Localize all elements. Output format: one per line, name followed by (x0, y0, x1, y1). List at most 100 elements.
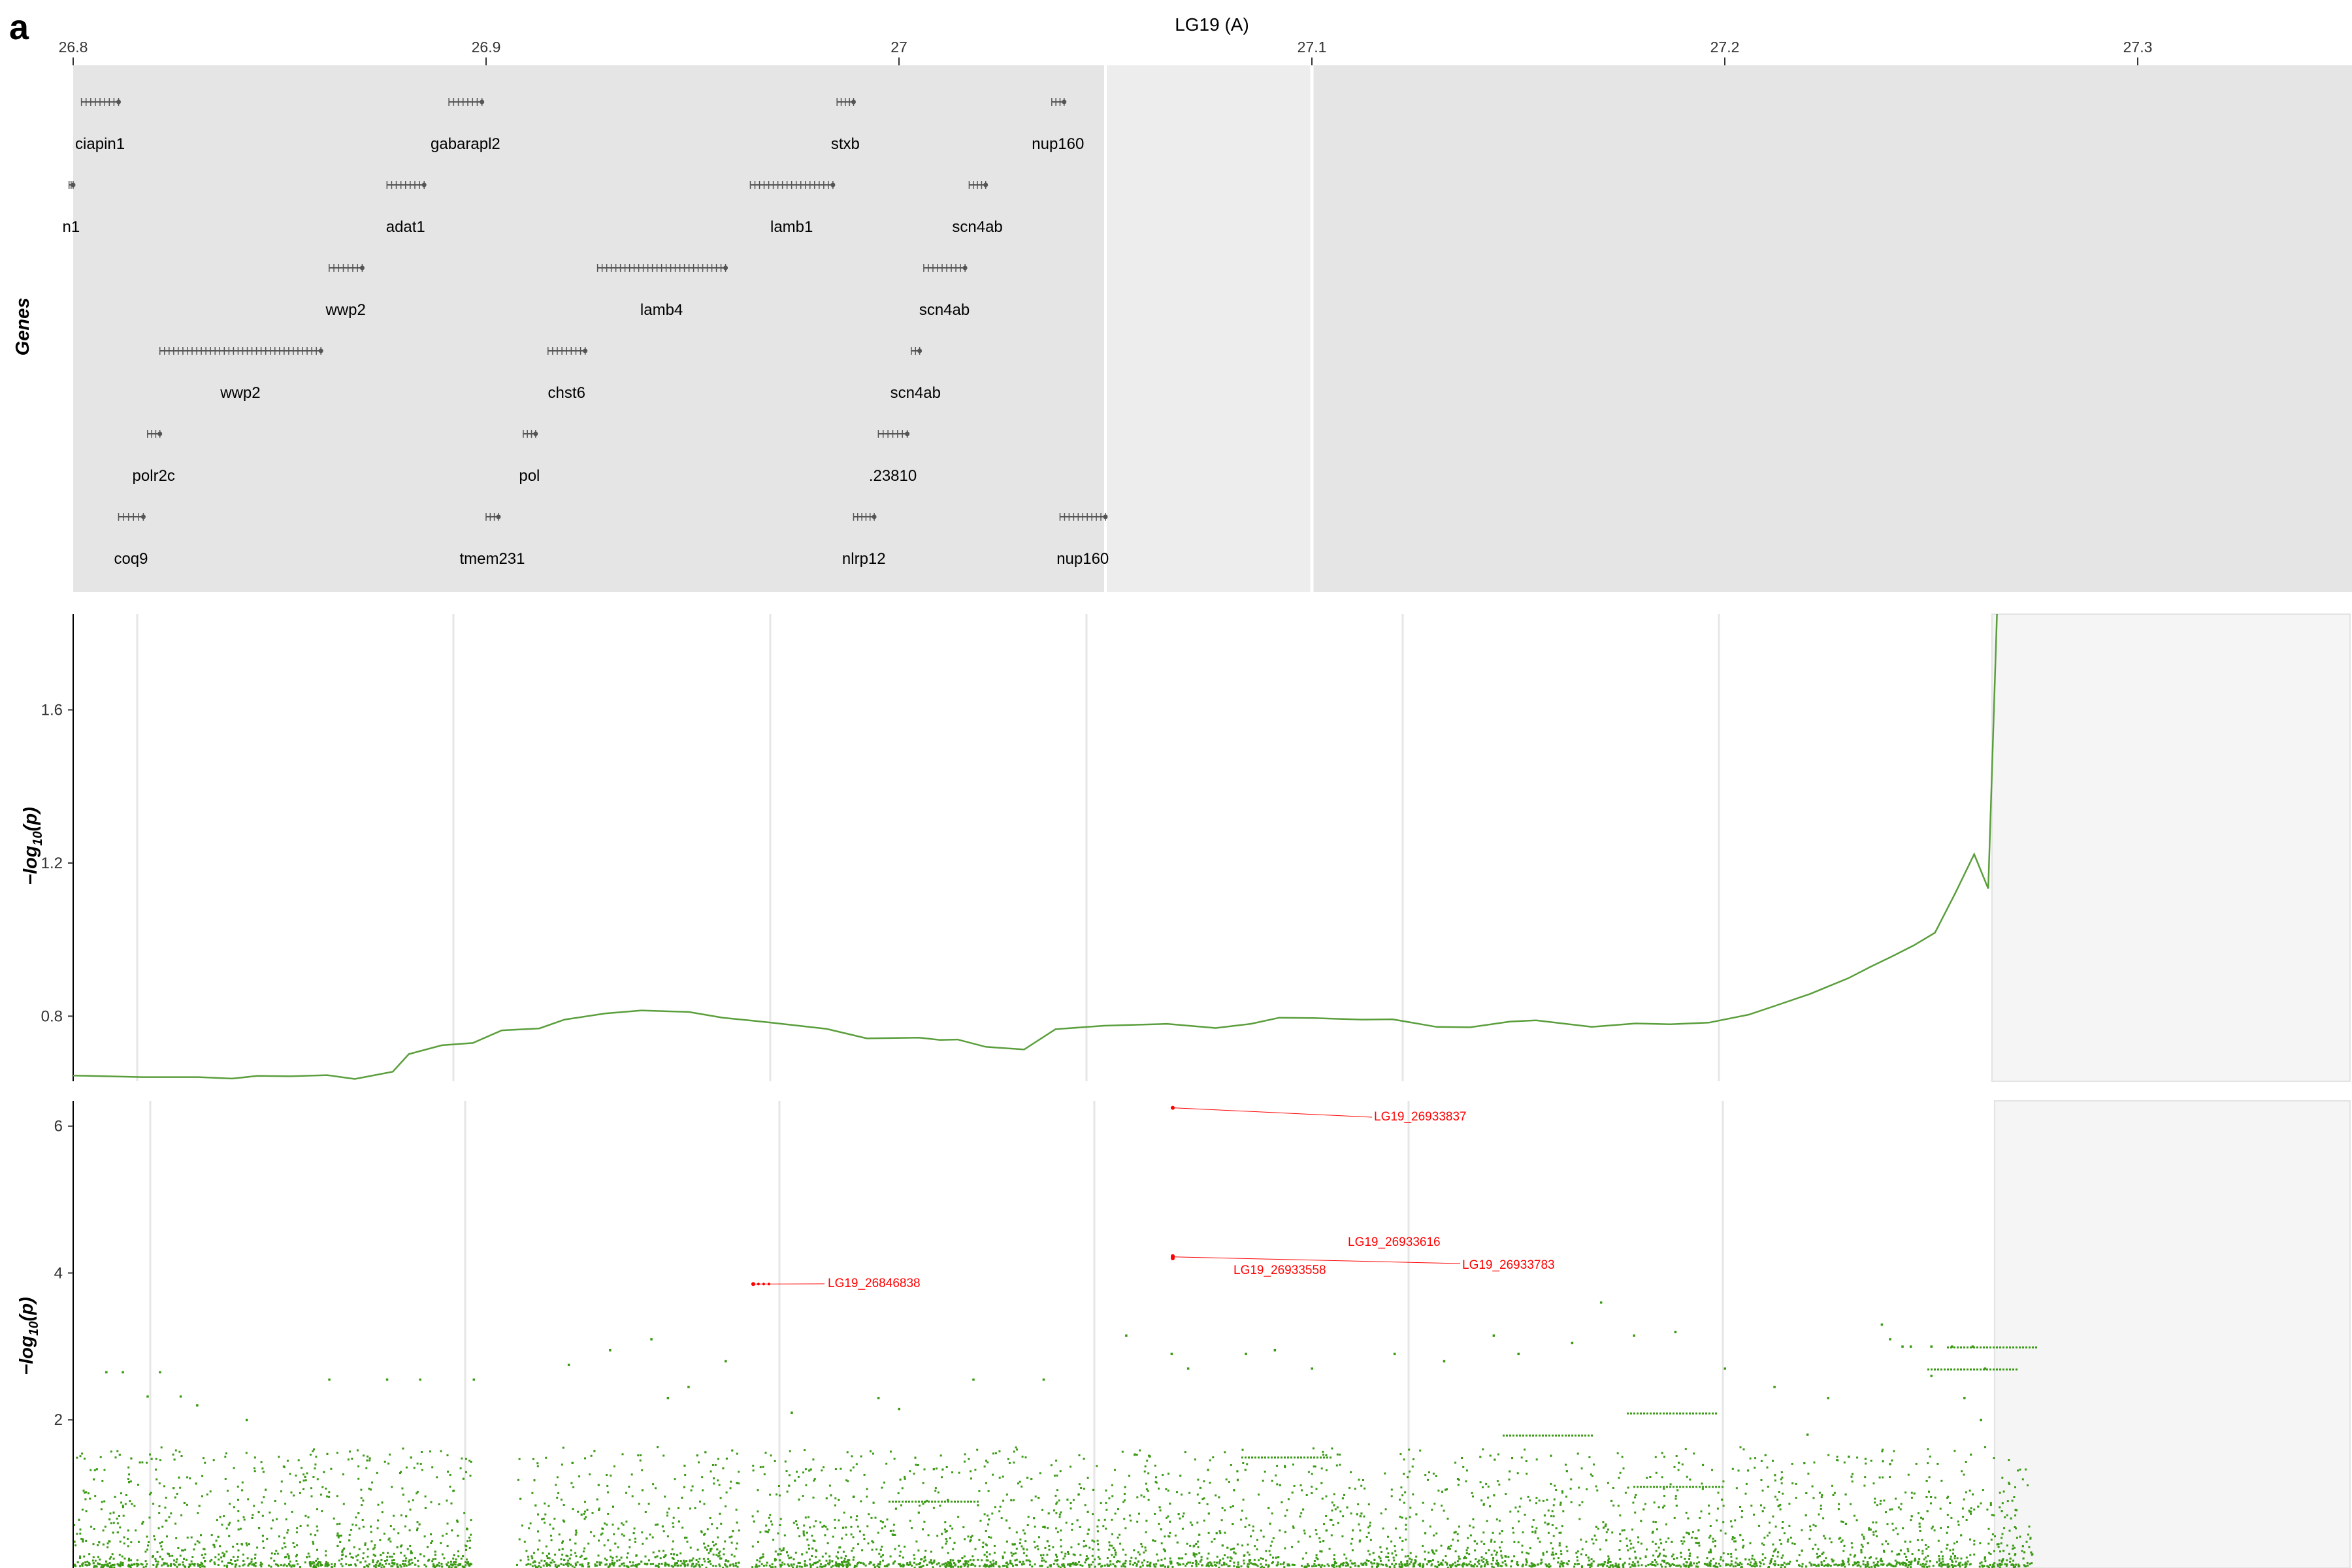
snp-point (1370, 1539, 1372, 1541)
snp-point (1550, 1483, 1552, 1485)
snp-point (803, 1531, 805, 1533)
snp-point (218, 1536, 220, 1538)
snp-point (1171, 1562, 1173, 1564)
snp-point (801, 1553, 803, 1555)
snp-point (904, 1546, 906, 1548)
snp-point (1227, 1556, 1229, 1558)
snp-point (122, 1564, 124, 1566)
snp-point (1991, 1539, 1993, 1541)
top-tick-label: 27.3 (2123, 39, 2153, 56)
snp-point (359, 1548, 361, 1550)
snp-point (1054, 1495, 1056, 1497)
snp-point (1478, 1563, 1480, 1565)
gene-label: nup160 (1032, 135, 1084, 153)
snp-point (860, 1562, 862, 1564)
snp-point (1787, 1539, 1789, 1541)
snp-point (1092, 1548, 1094, 1550)
snp-point (1413, 1565, 1415, 1567)
snp-point (1113, 1556, 1115, 1558)
snp-point (1362, 1564, 1364, 1566)
snp-point (936, 1535, 938, 1537)
snp-point (1661, 1476, 1663, 1478)
snp-point (331, 1563, 333, 1565)
snp-point (228, 1535, 230, 1537)
snp-point (349, 1534, 351, 1536)
snp-point (1471, 1492, 1473, 1494)
snp-point (421, 1451, 423, 1453)
snp-point (272, 1520, 274, 1522)
snp-point (1391, 1563, 1393, 1565)
snp-point (736, 1522, 738, 1524)
snp-point (1165, 1488, 1167, 1490)
snp-point (993, 1563, 995, 1565)
snp-point (1105, 1509, 1107, 1511)
snp-point (572, 1508, 574, 1510)
snp-point (845, 1534, 847, 1536)
snp-point (1863, 1538, 1865, 1540)
snp-point (1574, 1563, 1576, 1565)
snp-point (834, 1505, 836, 1507)
snp-point (1842, 1564, 1844, 1566)
snp-point (270, 1527, 272, 1529)
snp-point (1701, 1482, 1703, 1484)
snp-point (154, 1539, 156, 1541)
snp-point (101, 1480, 103, 1482)
snp-point (1904, 1553, 1906, 1555)
snp-point (312, 1476, 314, 1478)
snp-point (457, 1535, 459, 1537)
snp-point (612, 1560, 613, 1561)
snp-point (1178, 1558, 1180, 1560)
snp-point (899, 1555, 901, 1557)
snp-point (152, 1564, 154, 1566)
snp-point (1586, 1488, 1588, 1490)
snp-point (1288, 1565, 1290, 1567)
snp-point (1635, 1494, 1637, 1496)
snp-point (1257, 1565, 1259, 1567)
snp-point (995, 1561, 997, 1563)
snp-point (1271, 1480, 1273, 1482)
snp-point (690, 1546, 692, 1548)
snp-point (768, 1529, 770, 1531)
snp-point (1364, 1488, 1365, 1490)
snp-point (1160, 1509, 1162, 1511)
snp-point (1492, 1532, 1494, 1534)
snp-point (890, 1556, 892, 1558)
snp-point (1907, 1548, 1909, 1550)
snp-point (225, 1478, 227, 1480)
snp-point (1979, 1562, 1981, 1564)
snp-point (1347, 1565, 1349, 1567)
snp-point (1714, 1566, 1716, 1568)
snp-point (1930, 1503, 1932, 1505)
snp-point (1526, 1473, 1527, 1475)
snp-point (137, 1559, 139, 1561)
snp-point (1105, 1490, 1107, 1492)
snp-point (1419, 1563, 1421, 1565)
snp-point (679, 1552, 681, 1554)
snp-point (713, 1554, 715, 1556)
snp-point (1323, 1523, 1325, 1525)
snp-point (1430, 1560, 1432, 1562)
snp-point (1422, 1545, 1424, 1547)
snp-point (1911, 1515, 1913, 1517)
snp-point (1326, 1495, 1328, 1497)
snp-point (1345, 1565, 1347, 1567)
snp-point (1232, 1505, 1234, 1507)
gene-label: pol (519, 467, 540, 485)
snp-point (986, 1560, 988, 1561)
snp-point (1058, 1499, 1060, 1501)
snp-point (180, 1555, 182, 1557)
snp-point (666, 1514, 668, 1516)
snp-point (708, 1545, 710, 1547)
snp-point (968, 1535, 970, 1537)
snp-point (563, 1564, 564, 1566)
snp-point (936, 1563, 938, 1565)
snp-point (1368, 1532, 1370, 1534)
snp-point (110, 1450, 112, 1452)
snp-point (1354, 1562, 1356, 1564)
snp-point (1966, 1557, 1968, 1559)
snp-point (556, 1497, 558, 1499)
snp-point (145, 1560, 147, 1562)
snp-point (284, 1466, 286, 1468)
snp-point (1731, 1526, 1733, 1527)
snp-point (307, 1525, 309, 1527)
